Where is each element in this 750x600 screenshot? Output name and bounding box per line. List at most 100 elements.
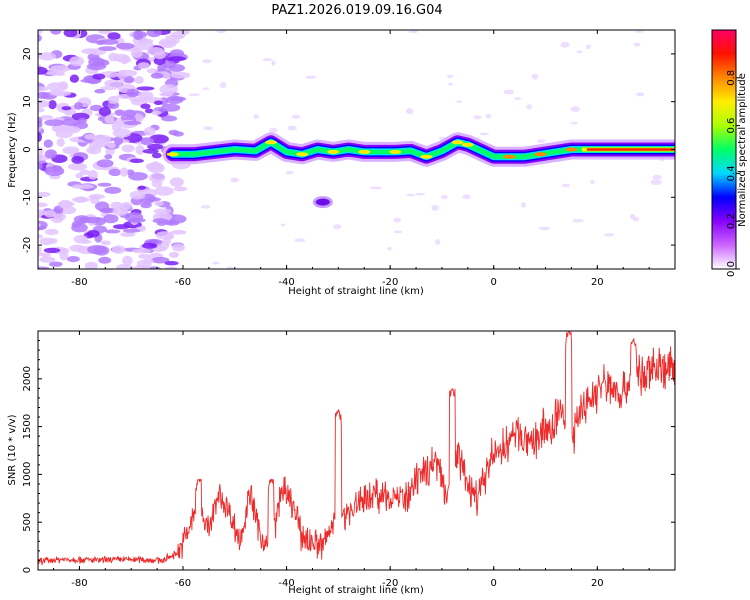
noise-blob: [133, 30, 144, 41]
noise-blob: [170, 71, 191, 79]
noise-blob: [104, 229, 121, 234]
noise-blob: [146, 30, 162, 38]
noise-blob: [98, 46, 117, 51]
noise-blob: [173, 186, 188, 192]
noise-blob: [44, 149, 58, 159]
y-tick-label: 10: [22, 95, 33, 108]
noise-blob: [135, 145, 145, 155]
y-tick-label: 1500: [22, 414, 33, 439]
snr-line: [38, 331, 675, 566]
noise-blob: [136, 259, 152, 269]
noise-blob: [66, 256, 80, 263]
noise-blob: [113, 224, 130, 230]
noise-blob: [50, 30, 62, 35]
noise-blob: [53, 212, 66, 221]
noise-blob: [151, 110, 162, 116]
y-tick-label: 500: [22, 513, 33, 532]
y-tick-label: 2000: [22, 366, 33, 391]
spectrogram-x-label: Height of straight line (km): [288, 286, 424, 297]
noise-speckle: [188, 93, 201, 97]
noise-blob: [150, 72, 164, 79]
noise-blob: [103, 214, 119, 224]
noise-blob: [125, 169, 135, 176]
noise-speckle: [226, 266, 233, 269]
noise-blob: [84, 134, 97, 140]
noise-speckle: [446, 74, 454, 78]
noise-blob: [38, 245, 42, 254]
noise-speckle: [202, 59, 212, 64]
noise-speckle: [294, 238, 306, 242]
noise-blob: [71, 156, 85, 164]
x-tick-label: -20: [382, 578, 398, 589]
noise-blob: [62, 146, 80, 155]
x-tick-label: -80: [71, 277, 87, 288]
spectrogram-content: [29, 30, 675, 270]
noise-blob: [149, 172, 166, 183]
noise-speckle: [473, 115, 482, 120]
noise-blob: [99, 39, 119, 45]
noise-speckle: [636, 92, 645, 97]
noise-blob: [165, 35, 185, 40]
ridge-peak: [358, 149, 371, 154]
noise-blob: [39, 237, 55, 246]
noise-blob: [49, 261, 63, 267]
noise-blob: [51, 90, 72, 97]
noise-speckle: [393, 217, 401, 223]
ridge-peak: [461, 142, 474, 147]
noise-blob: [94, 88, 106, 94]
noise-speckle: [212, 261, 220, 265]
noise-blob: [152, 218, 169, 224]
noise-speckle: [514, 97, 522, 101]
noise-speckle: [632, 216, 640, 222]
noise-speckle: [408, 30, 419, 34]
noise-blob: [149, 134, 169, 144]
noise-speckle: [561, 183, 571, 188]
noise-blob: [87, 245, 107, 255]
noise-blob: [38, 220, 48, 230]
noise-speckle: [652, 174, 662, 180]
noise-blob: [110, 201, 123, 210]
noise-blob: [89, 141, 103, 150]
noise-blob: [71, 223, 88, 233]
noise-speckle: [333, 224, 342, 230]
noise-blob: [129, 158, 144, 163]
noise-blob: [69, 244, 85, 252]
noise-blob: [153, 100, 163, 106]
noise-blob: [44, 119, 64, 127]
noise-speckle: [280, 223, 286, 227]
noise-blob: [146, 68, 158, 74]
x-tick-label: -40: [278, 277, 294, 288]
noise-speckle: [590, 179, 595, 184]
noise-speckle: [406, 193, 416, 197]
noise-blob: [108, 168, 122, 177]
noise-speckle: [202, 87, 209, 90]
noise-speckle: [586, 44, 592, 50]
y-tick-label: -20: [22, 237, 33, 253]
noise-blob: [38, 132, 42, 143]
noise-blob: [143, 126, 156, 136]
x-tick-label: -40: [278, 578, 294, 589]
noise-speckle: [634, 30, 644, 33]
noise-blob: [123, 75, 135, 84]
noise-speckle: [576, 50, 583, 54]
noise-blob: [67, 162, 88, 171]
y-tick-label: 20: [22, 48, 33, 61]
ridge-peak: [296, 152, 309, 157]
noise-blob: [58, 199, 72, 209]
colorbar-tick-label: 0.0: [726, 261, 737, 277]
ridge-peak: [166, 152, 179, 157]
noise-blob: [53, 205, 64, 214]
noise-blob: [161, 103, 181, 112]
noise-blob: [153, 51, 166, 60]
noise-blob: [95, 201, 110, 211]
spectrogram-panel: -80 -60 -40 -20 0 20 -20 -10 0 10 20 Height of st…: [7, 29, 676, 297]
noise-blob: [29, 265, 38, 270]
snr-x-ticks: -80 -60 -40 -20 0 20: [53, 331, 676, 589]
noise-blob: [84, 261, 98, 269]
noise-speckle: [253, 114, 259, 119]
noise-speckle: [520, 202, 527, 208]
x-tick-label: -20: [382, 277, 398, 288]
noise-blob: [123, 120, 142, 126]
noise-blob: [101, 240, 111, 246]
